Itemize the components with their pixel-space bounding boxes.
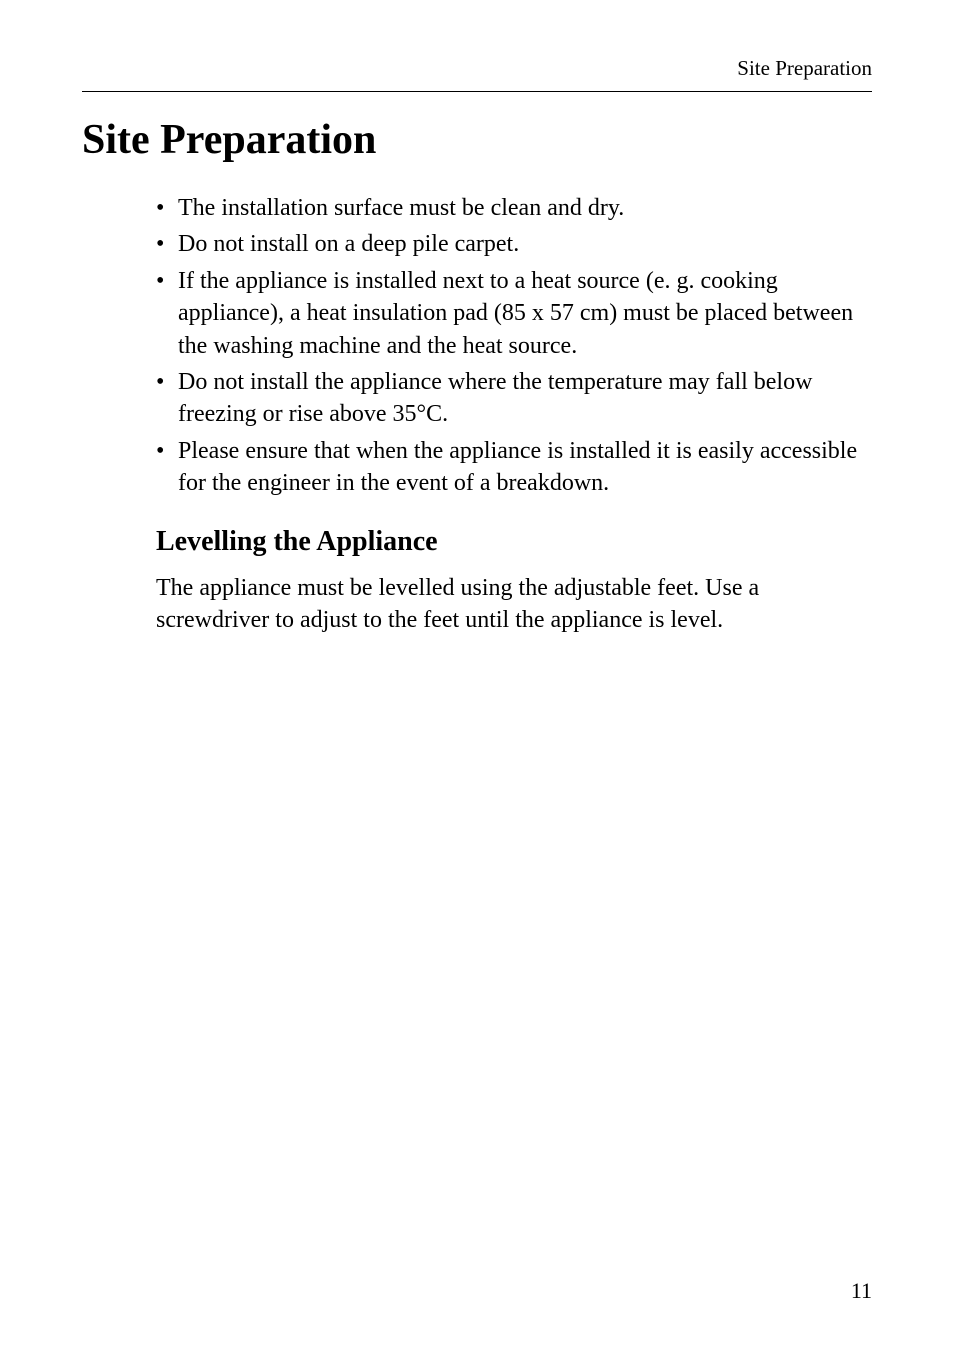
bullet-list: The installation surface must be clean a…: [156, 192, 872, 500]
bullet-item: The installation surface must be clean a…: [156, 192, 872, 224]
sub-heading: Levelling the Appliance: [156, 526, 872, 558]
main-heading: Site Preparation: [82, 116, 872, 164]
bullet-item: If the appliance is installed next to a …: [156, 265, 872, 362]
header-section: Site Preparation: [82, 56, 872, 92]
page-container: Site Preparation Site Preparation The in…: [0, 0, 954, 636]
body-paragraph: The appliance must be levelled using the…: [156, 572, 872, 637]
header-text: Site Preparation: [737, 56, 872, 80]
bullet-item: Do not install on a deep pile carpet.: [156, 228, 872, 260]
page-number: 11: [851, 1278, 872, 1304]
bullet-item: Do not install the appliance where the t…: [156, 366, 872, 431]
bullet-item: Please ensure that when the appliance is…: [156, 435, 872, 500]
